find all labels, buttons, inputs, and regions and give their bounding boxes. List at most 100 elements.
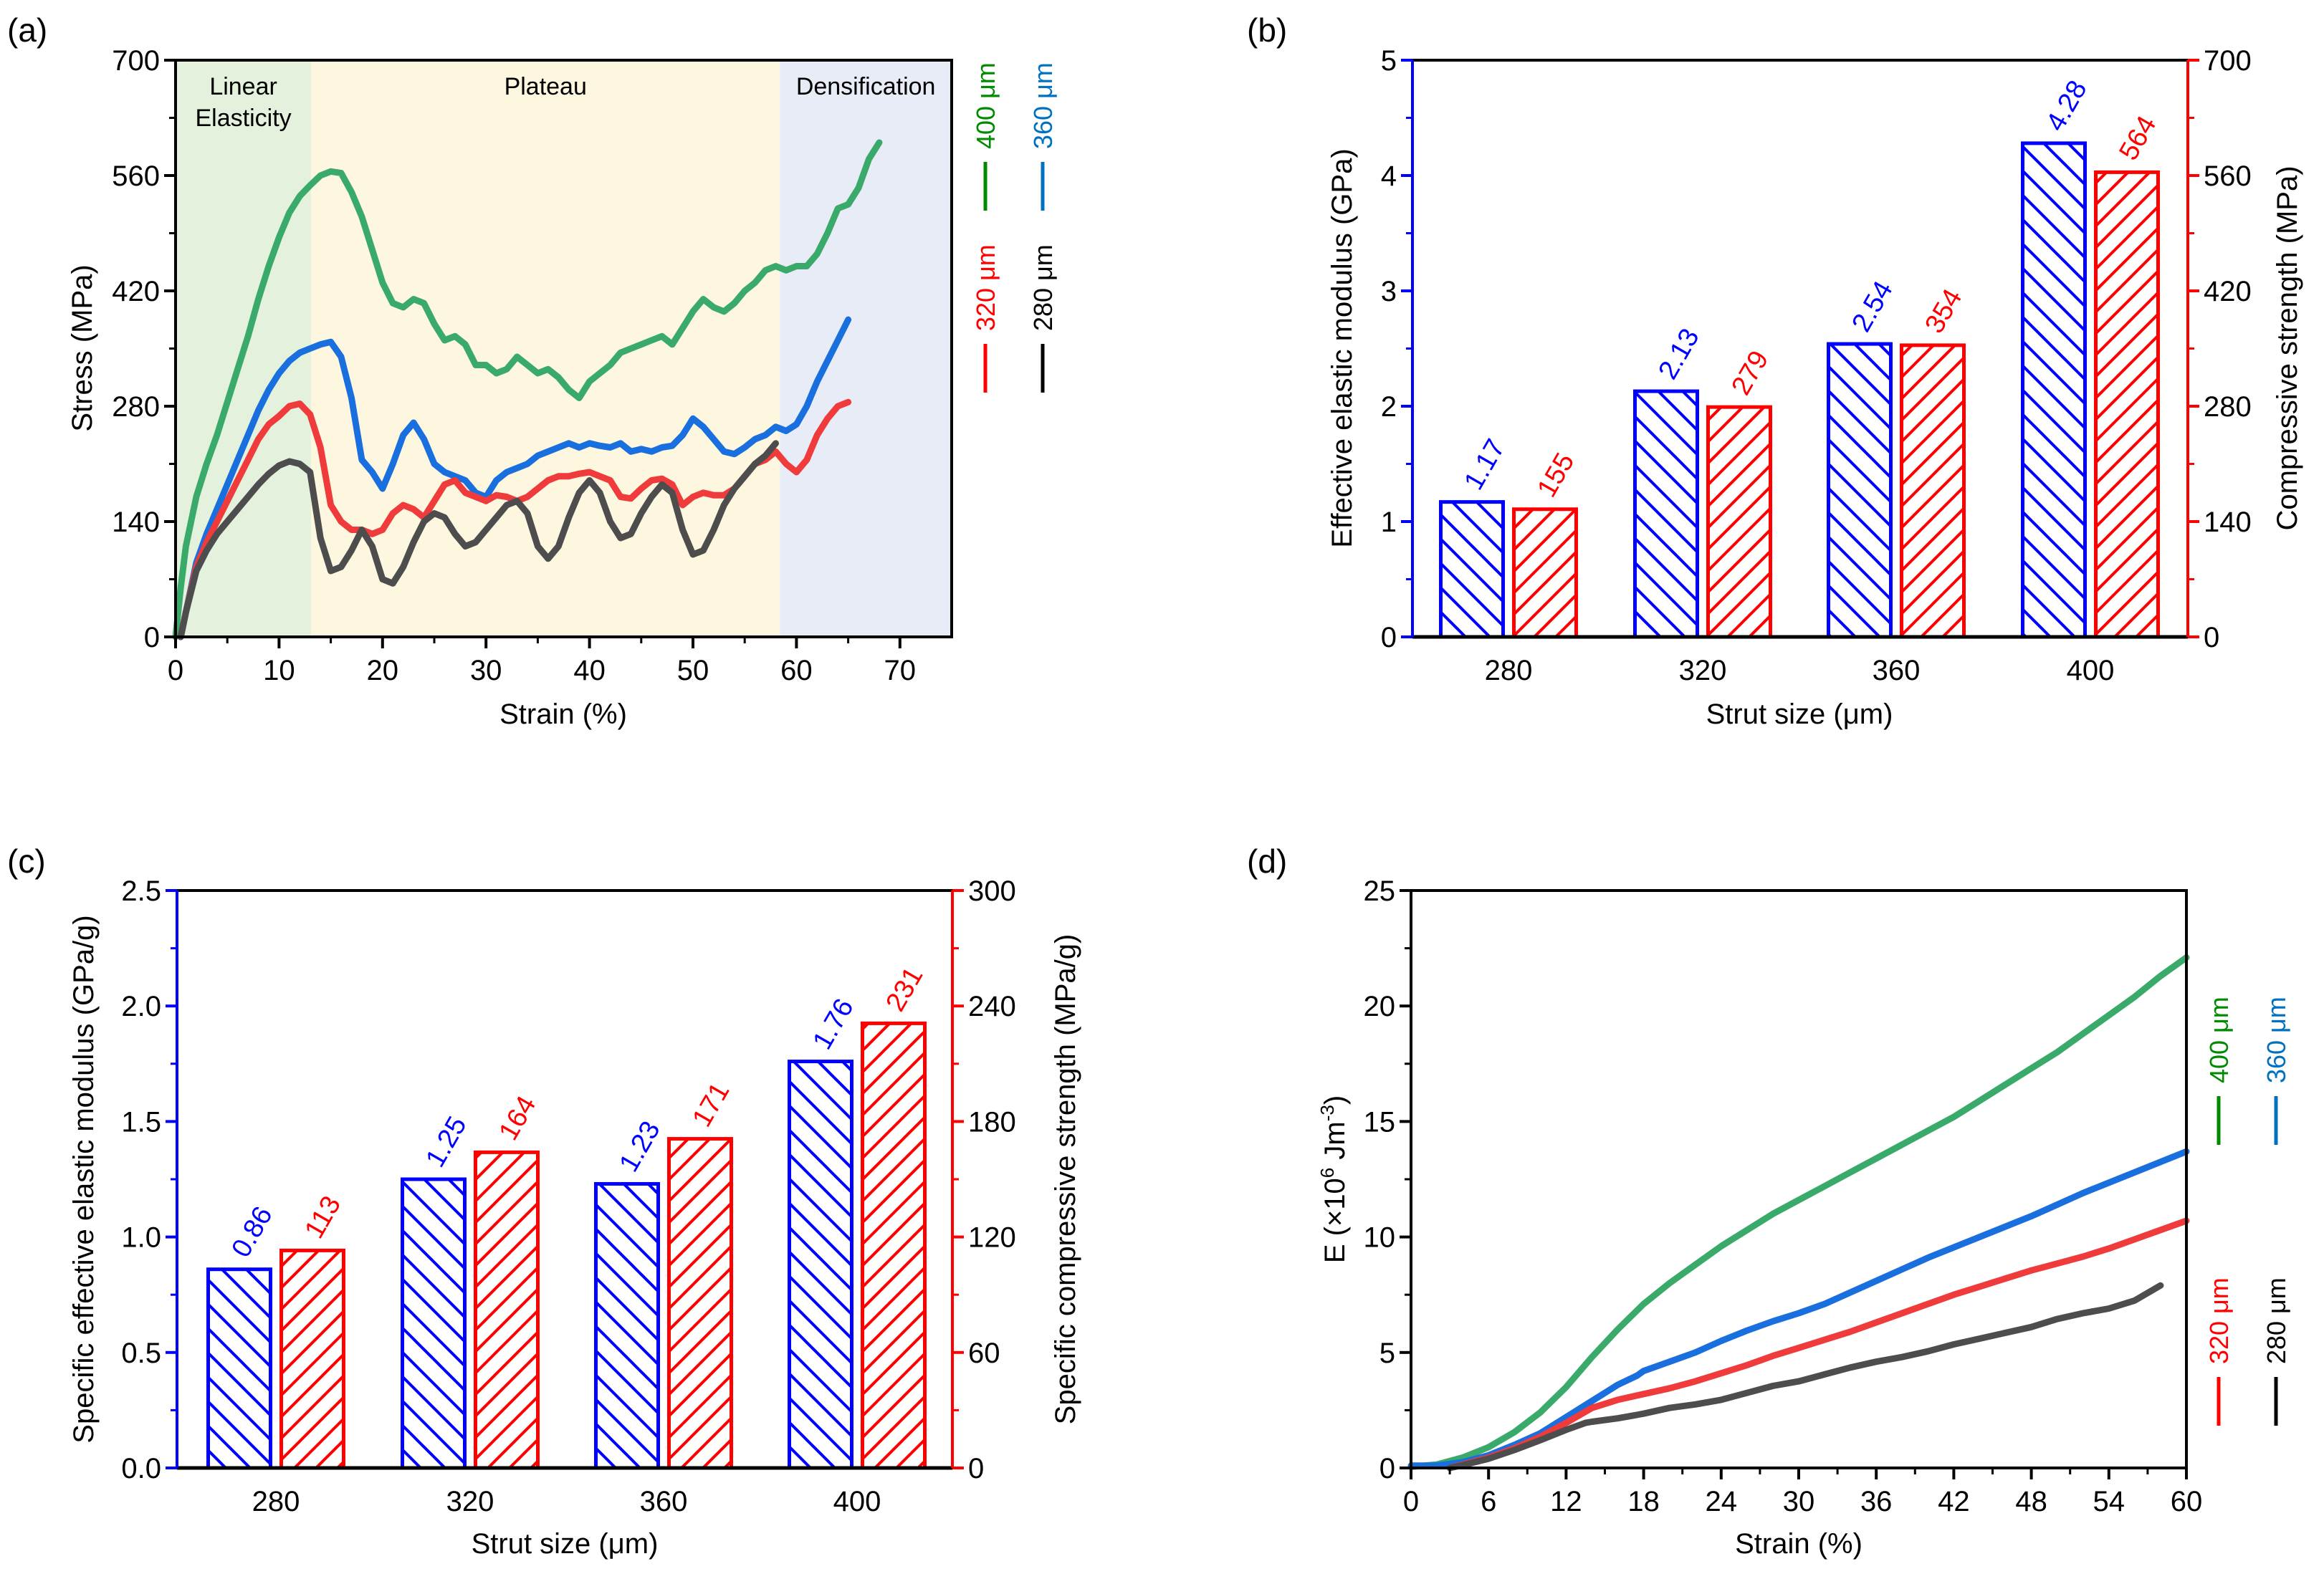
series-line-360um — [1407, 1148, 2190, 1469]
data-label: 279 — [1726, 346, 1774, 400]
y-tick-label: 280 — [112, 391, 160, 423]
x-tick-label: 50 — [677, 655, 709, 686]
x-tick-label: 60 — [780, 655, 813, 686]
panel-label-d: (d) — [1247, 843, 1287, 880]
data-label: 1.76 — [807, 994, 859, 1055]
b-left-axis-title: Effective elastic modulus (GPa) — [1326, 148, 1358, 547]
data-label: 1.25 — [420, 1111, 472, 1172]
data-label: 2.13 — [1653, 324, 1705, 385]
left-y-tick-label: 1 — [1381, 507, 1397, 538]
series-line-360um — [177, 316, 852, 640]
bar-360-modulus — [594, 1181, 660, 1470]
bar-280-strength — [1512, 507, 1578, 639]
d-y-axis-title: E (×106 Jm-3) — [1316, 1095, 1351, 1263]
c-right-axis-title: Specific compressive strength (MPa/g) — [1050, 934, 1081, 1425]
left-y-tick-label: 0.5 — [121, 1338, 161, 1369]
series-line-280um — [1446, 1282, 2164, 1472]
legend-label: 320 μm — [971, 244, 1000, 331]
d-ylabel-mid: Jm — [1319, 1121, 1351, 1167]
data-label: 164 — [493, 1091, 542, 1146]
panel-label-b: (b) — [1247, 11, 1287, 49]
y-tick-label: 420 — [112, 276, 160, 307]
d-ylabel-prefix: E (×10 — [1319, 1178, 1351, 1263]
legend-label: 360 μm — [2262, 997, 2291, 1083]
x-tick-label: 60 — [2171, 1486, 2203, 1517]
x-category-label: 360 — [640, 1486, 688, 1517]
d-ylabel-suffix: ) — [1319, 1095, 1351, 1105]
c-bars: 0.86 1.25 1.23 1.76 113 164 171 231 — [206, 962, 929, 1470]
data-label: 1.17 — [1458, 434, 1511, 495]
series-line-400um — [1407, 954, 2190, 1470]
x-category-label: 400 — [2067, 655, 2115, 686]
bar-320-strength — [1706, 405, 1772, 639]
right-y-tick-label: 180 — [968, 1106, 1016, 1138]
x-tick-label: 6 — [1481, 1486, 1496, 1517]
bar-400-modulus — [2021, 141, 2087, 639]
x-tick-label: 30 — [470, 655, 502, 686]
right-y-tick-label: 60 — [968, 1338, 1000, 1369]
x-tick-label: 18 — [1627, 1486, 1660, 1517]
x-category-label: 320 — [1679, 655, 1727, 686]
x-category-label: 360 — [1873, 655, 1921, 686]
x-tick-label: 0 — [1403, 1486, 1419, 1517]
y-tick-label: 10 — [1364, 1222, 1396, 1254]
x-tick-label: 48 — [2015, 1486, 2047, 1517]
x-tick-label: 36 — [1860, 1486, 1893, 1517]
data-label: 155 — [1531, 448, 1580, 502]
bar-360-strength — [1900, 343, 1966, 639]
a-regions: Linear Elasticity Plateau Densification — [176, 60, 952, 637]
bar-320-strength — [474, 1150, 540, 1470]
region-densification — [780, 60, 952, 637]
panel-c-specific-properties: 0.86 1.25 1.23 1.76 113 164 171 231 0.0 0.5 1.0 1.… — [7, 843, 1081, 1560]
bar-320-modulus — [1633, 389, 1699, 639]
right-y-tick-label: 420 — [2204, 276, 2252, 307]
data-label: 0.86 — [226, 1201, 278, 1262]
legend-label: 280 μm — [1028, 244, 1058, 331]
left-y-tick-label: 2.0 — [121, 991, 161, 1022]
left-y-tick-label: 3 — [1381, 276, 1397, 307]
data-label: 231 — [880, 962, 929, 1017]
legend-label: 400 μm — [971, 62, 1000, 149]
right-y-tick-label: 0 — [968, 1453, 984, 1484]
y-tick-label: 0 — [144, 622, 160, 653]
data-label: 113 — [299, 1191, 347, 1243]
region-label: Elasticity — [196, 105, 292, 132]
bar-360-modulus — [1827, 342, 1893, 639]
x-tick-label: 42 — [1938, 1486, 1970, 1517]
left-y-tick-label: 2.5 — [121, 875, 161, 907]
legend-label: 320 μm — [2204, 1277, 2234, 1364]
d-legend: 400 μm 360 μm 320 μm 280 μm — [2204, 997, 2291, 1426]
right-y-tick-label: 280 — [2204, 391, 2252, 423]
x-category-label: 320 — [446, 1486, 494, 1517]
a-legend: 400 μm 360 μm 320 μm 280 μm — [971, 62, 1058, 393]
left-y-tick-label: 0 — [1381, 622, 1397, 653]
bar-400-strength — [861, 1021, 927, 1470]
series-line-400um — [172, 139, 883, 640]
left-y-tick-label: 1.0 — [121, 1222, 161, 1254]
region-label: Linear — [209, 73, 277, 100]
left-y-tick-label: 4 — [1381, 160, 1397, 192]
panel-label-c: (c) — [7, 843, 46, 880]
y-tick-label: 0 — [1379, 1453, 1395, 1484]
b-bars: 1.17 2.13 2.54 4.28 155 279 354 564 — [1439, 75, 2162, 639]
panel-d-energy-absorption: 0 6 12 18 24 30 36 42 48 54 60 0 5 10 15 20 25 (d) Strai… — [1247, 843, 2291, 1560]
data-label: 354 — [1919, 284, 1968, 338]
right-y-tick-label: 140 — [2204, 507, 2252, 538]
series-line-280um — [177, 440, 779, 640]
d-ylabel-sup2: -3 — [1316, 1105, 1338, 1121]
left-y-tick-label: 0.0 — [121, 1453, 161, 1484]
panel-b-modulus-strength: 1.17 2.13 2.54 4.28 155 279 354 564 0 1 2 3 4 5 0 140 2… — [1247, 11, 2303, 730]
legend-label: 400 μm — [2204, 997, 2234, 1083]
d-axes: 0 6 12 18 24 30 36 42 48 54 60 0 5 10 15 20 25 — [1364, 875, 2203, 1517]
x-tick-label: 10 — [263, 655, 295, 686]
c-x-axis-title: Strut size (μm) — [472, 1528, 659, 1560]
right-y-tick-label: 240 — [968, 991, 1016, 1022]
a-lines — [172, 139, 883, 640]
right-y-tick-label: 300 — [968, 875, 1016, 907]
b-axes: 0 1 2 3 4 5 0 140 280 420 560 700 280 320 360 400 — [1381, 45, 2252, 686]
c-axes: 0.0 0.5 1.0 1.5 2.0 2.5 0 60 120 180 240 300 280 320 3… — [121, 875, 1015, 1517]
y-tick-label: 560 — [112, 160, 160, 192]
left-y-tick-label: 5 — [1381, 45, 1397, 77]
bar-320-modulus — [401, 1177, 467, 1470]
